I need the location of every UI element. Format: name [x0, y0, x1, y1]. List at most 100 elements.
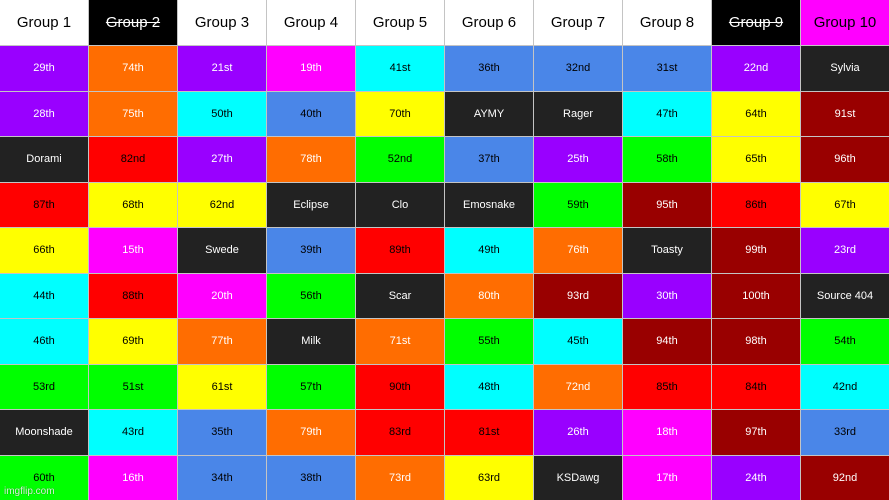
group-cell: Dorami	[0, 137, 88, 182]
group-cell: 48th	[445, 364, 533, 409]
group-cell: 16th	[89, 455, 177, 500]
group-cell: 25th	[534, 137, 622, 182]
group-cell: 84th	[712, 364, 800, 409]
group-cell: 73rd	[356, 455, 444, 500]
group-cell: 26th	[534, 410, 622, 455]
group-cell: 61st	[178, 364, 266, 409]
group-header-6: Group 6	[445, 0, 533, 45]
group-cell: 47th	[623, 91, 711, 136]
group-header-10: Group 10	[801, 0, 889, 45]
group-cell: 99th	[712, 228, 800, 273]
group-cell: 76th	[534, 228, 622, 273]
group-cell: 90th	[356, 364, 444, 409]
group-cell: 91st	[801, 91, 889, 136]
group-cell: 20th	[178, 273, 266, 318]
group-cell: 15th	[89, 228, 177, 273]
group-cell: Emosnake	[445, 182, 533, 227]
group-cell: 85th	[623, 364, 711, 409]
group-cell: 64th	[712, 91, 800, 136]
group-cell: 45th	[534, 319, 622, 364]
group-cell: 41st	[356, 46, 444, 91]
group-header-1: Group 1	[0, 0, 88, 45]
group-cell: 53rd	[0, 364, 88, 409]
group-cell: 95th	[623, 182, 711, 227]
group-cell: 21st	[178, 46, 266, 91]
group-cell: 87th	[0, 182, 88, 227]
group-cell: 38th	[267, 455, 355, 500]
group-cell: 57th	[267, 364, 355, 409]
group-header-7: Group 7	[534, 0, 622, 45]
group-cell: 50th	[178, 91, 266, 136]
group-cell: 49th	[445, 228, 533, 273]
group-cell: 27th	[178, 137, 266, 182]
group-header-9: Group 9	[712, 0, 800, 45]
group-cell: 68th	[89, 182, 177, 227]
group-cell: 40th	[267, 91, 355, 136]
group-cell: 89th	[356, 228, 444, 273]
group-cell: 77th	[178, 319, 266, 364]
group-cell: 19th	[267, 46, 355, 91]
group-cell: 100th	[712, 273, 800, 318]
group-cell: 52nd	[356, 137, 444, 182]
group-cell: 39th	[267, 228, 355, 273]
group-cell: 43rd	[89, 410, 177, 455]
group-cell: 72nd	[534, 364, 622, 409]
group-cell: 54th	[801, 319, 889, 364]
group-cell: 46th	[0, 319, 88, 364]
group-cell: 31st	[623, 46, 711, 91]
group-cell: 24th	[712, 455, 800, 500]
group-cell: 42nd	[801, 364, 889, 409]
group-cell: Rager	[534, 91, 622, 136]
group-cell: 62nd	[178, 182, 266, 227]
group-cell: KSDawg	[534, 455, 622, 500]
group-cell: Clo	[356, 182, 444, 227]
group-cell: 81st	[445, 410, 533, 455]
group-cell: 75th	[89, 91, 177, 136]
group-cell: Toasty	[623, 228, 711, 273]
group-cell: 60th	[0, 455, 88, 500]
group-cell: 44th	[0, 273, 88, 318]
group-cell: 59th	[534, 182, 622, 227]
group-cell: 28th	[0, 91, 88, 136]
group-cell: 88th	[89, 273, 177, 318]
group-cell: 29th	[0, 46, 88, 91]
group-cell: AYMY	[445, 91, 533, 136]
group-header-2: Group 2	[89, 0, 177, 45]
group-cell: 30th	[623, 273, 711, 318]
group-cell: Eclipse	[267, 182, 355, 227]
group-cell: 86th	[712, 182, 800, 227]
group-header-4: Group 4	[267, 0, 355, 45]
group-cell: 51st	[89, 364, 177, 409]
group-header-5: Group 5	[356, 0, 444, 45]
group-cell: 55th	[445, 319, 533, 364]
group-cell: 56th	[267, 273, 355, 318]
group-cell: 78th	[267, 137, 355, 182]
group-header-8: Group 8	[623, 0, 711, 45]
group-cell: 92nd	[801, 455, 889, 500]
group-cell: 82nd	[89, 137, 177, 182]
group-cell: 58th	[623, 137, 711, 182]
group-cell: 17th	[623, 455, 711, 500]
group-cell: 96th	[801, 137, 889, 182]
group-cell: 35th	[178, 410, 266, 455]
group-cell: 63rd	[445, 455, 533, 500]
group-cell: 22nd	[712, 46, 800, 91]
group-cell: 33rd	[801, 410, 889, 455]
group-cell: 94th	[623, 319, 711, 364]
group-cell: 65th	[712, 137, 800, 182]
group-cell: 79th	[267, 410, 355, 455]
group-cell: 37th	[445, 137, 533, 182]
watermark: imgflip.com	[4, 486, 55, 497]
group-cell: 66th	[0, 228, 88, 273]
group-cell: Source 404	[801, 273, 889, 318]
group-cell: Scar	[356, 273, 444, 318]
group-cell: Swede	[178, 228, 266, 273]
group-cell: 98th	[712, 319, 800, 364]
group-cell: Moonshade	[0, 410, 88, 455]
group-cell: 67th	[801, 182, 889, 227]
group-cell: 80th	[445, 273, 533, 318]
group-cell: 93rd	[534, 273, 622, 318]
group-cell: 83rd	[356, 410, 444, 455]
group-cell: 23rd	[801, 228, 889, 273]
